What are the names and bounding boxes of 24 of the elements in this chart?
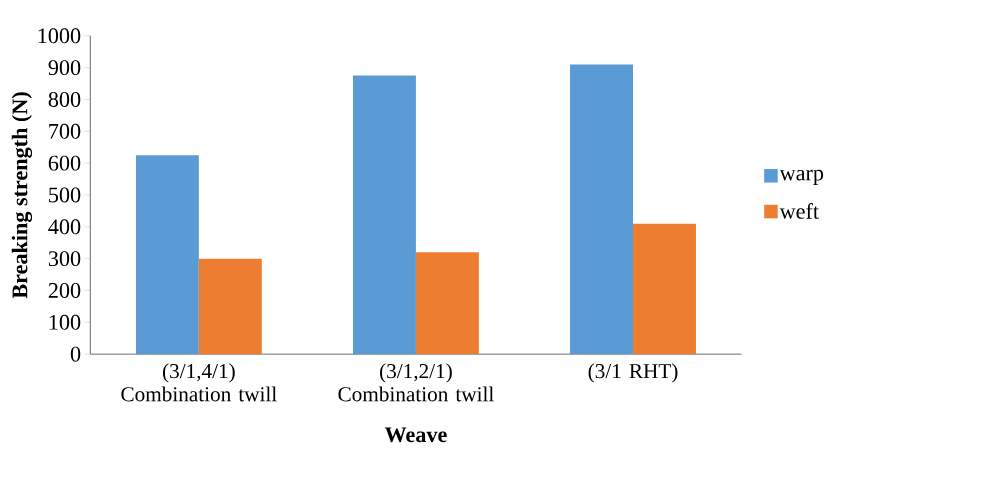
x-tick-label: (3/1,2/1) Combination twill (338, 363, 494, 402)
y-tick-label: 700 (49, 123, 81, 139)
x-axis-title: Weave (384, 427, 447, 443)
y-tick-label: 1000 (38, 28, 81, 44)
x-tick-label: (3/1 RHT) (588, 363, 678, 383)
bar (352, 75, 416, 355)
bar (198, 258, 262, 355)
y-tick-label: 300 (48, 251, 81, 267)
y-tick-label: 400 (48, 219, 81, 235)
y-tick-label: 100 (49, 314, 81, 330)
y-tick-label: 0 (70, 346, 81, 362)
x-tick-label: (3/1,4/1) Combination twill (121, 363, 277, 402)
bar (135, 155, 199, 355)
bar (415, 252, 479, 355)
y-tick-label: 600 (48, 155, 81, 171)
legend-label: warp (779, 169, 824, 185)
legend-label: weft (779, 202, 819, 219)
y-tick-label: 800 (48, 91, 81, 107)
y-tick-label: 200 (48, 282, 81, 298)
y-tick-label: 900 (48, 60, 81, 75)
y-axis-title: Breaking strength (N) (11, 92, 33, 299)
bar (633, 223, 696, 355)
bar (570, 64, 634, 355)
y-tick-label: 500 (49, 187, 81, 203)
